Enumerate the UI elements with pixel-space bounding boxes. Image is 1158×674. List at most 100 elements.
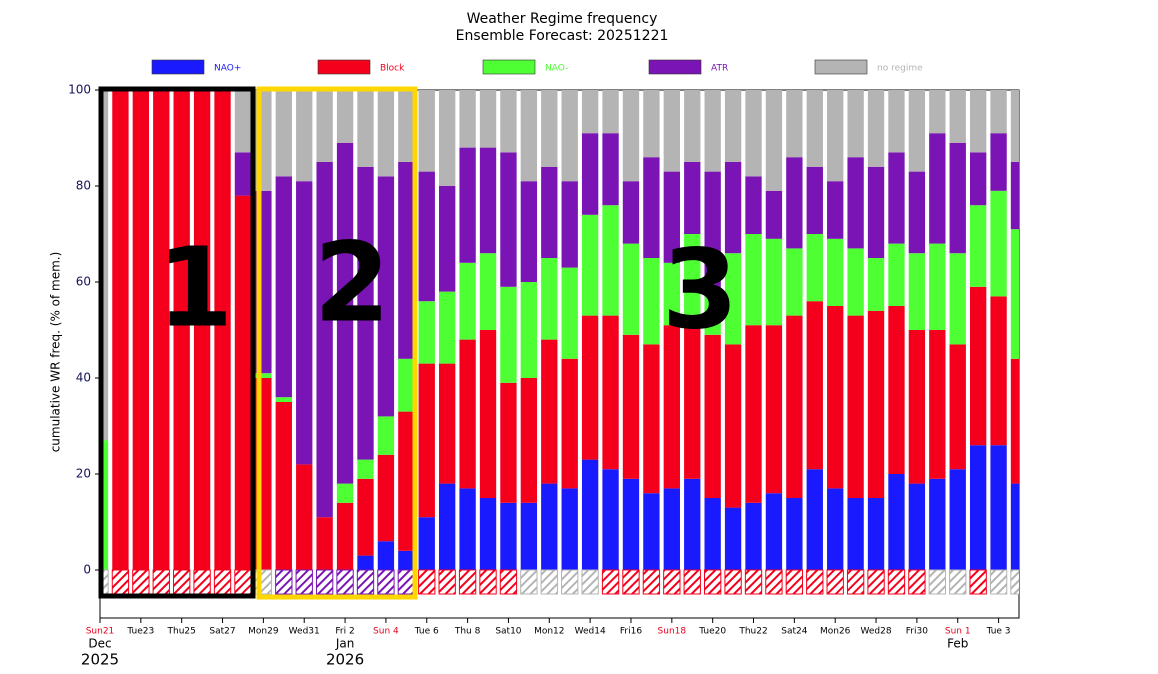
bar-segment (418, 90, 435, 172)
bar-segment (969, 152, 987, 206)
bar-segment (745, 234, 762, 326)
bar-segment (479, 147, 497, 254)
annotation-box (256, 86, 418, 600)
bar-segment (765, 190, 783, 239)
bar-segment (418, 517, 435, 570)
bar-segment (663, 262, 680, 326)
bar-segment (847, 498, 864, 570)
bar-segment (786, 498, 803, 570)
dominant-regime-box (663, 569, 681, 595)
bar-segment (316, 162, 333, 518)
dominant-regime-box (785, 569, 804, 595)
x-tick-label: Tue 6 (414, 627, 439, 637)
bar-segment (929, 330, 946, 479)
dominant-regime-box (540, 569, 558, 595)
bar-segment (561, 488, 578, 570)
bar-segment (100, 90, 109, 441)
dominant-regime-box (1010, 569, 1019, 595)
x-tick-label: Sun 4 (373, 627, 399, 637)
bar-segment (663, 325, 680, 489)
bar-segment (459, 262, 476, 340)
bar-segment (724, 507, 742, 570)
x-tick-label: Wed31 (289, 627, 320, 637)
bar-segment (541, 166, 558, 258)
dominant-regime-box (275, 569, 293, 595)
bar-segment (969, 286, 987, 446)
bar-segment (541, 258, 558, 340)
dominant-regime-box (683, 569, 701, 595)
dominant-regime-box (765, 569, 783, 595)
bar-segment (418, 301, 435, 364)
chart-title: Weather Regime frequency (467, 11, 658, 27)
bar-segment (704, 296, 721, 335)
bar-segment (908, 90, 926, 172)
bar-segment (581, 133, 599, 215)
bar-segment (500, 502, 517, 570)
bar-segment (275, 176, 292, 398)
bar-segment (867, 166, 885, 258)
x-tick-label: Mon29 (248, 627, 279, 637)
bar-segment (969, 205, 987, 287)
bar-segment (357, 478, 374, 556)
bar-segment (847, 157, 864, 249)
bar-segment (867, 310, 885, 498)
bar-segment (827, 238, 844, 306)
legend-label: Block (380, 64, 405, 74)
bar-segment (724, 162, 742, 254)
dominant-regime-box (969, 569, 987, 595)
dominant-regime-box (867, 569, 885, 595)
legend-label: NAO- (545, 64, 568, 74)
x-tick-label: Sun18 (658, 627, 687, 637)
bar-segment (867, 90, 885, 167)
bar-segment (316, 90, 333, 162)
x-tick-label: Wed14 (575, 627, 606, 637)
dominant-regime-box (132, 569, 150, 595)
bar-segment (622, 478, 640, 570)
bar-segment (561, 181, 578, 268)
dominant-regime-box (520, 569, 538, 595)
dominant-regime-box (846, 569, 865, 595)
bar-segment (377, 176, 395, 417)
legend-label: NAO+ (214, 64, 241, 74)
bar-segment (847, 248, 864, 316)
bar-segment (765, 493, 783, 570)
dominant-regime-box (152, 569, 170, 595)
bar-segment (643, 90, 660, 158)
x-tick-label: Sun 1 (945, 627, 971, 637)
bar-segment (561, 90, 578, 182)
legend-swatch (482, 59, 536, 75)
x-tick-label: Tue 3 (986, 627, 1011, 637)
x-tick-label: Fri16 (620, 627, 642, 637)
x-tick-label: Thu25 (167, 627, 196, 637)
bar-segment (969, 90, 987, 153)
bar-segment (908, 330, 926, 484)
bar-segment (357, 459, 374, 479)
bar-segment (377, 454, 395, 542)
bar-segment (418, 171, 435, 302)
bar-segment (929, 243, 946, 330)
bar-segment (888, 474, 905, 570)
legend-swatch (151, 59, 205, 75)
bar-segment (459, 488, 476, 570)
bar-segment (724, 90, 742, 162)
bar-segment (888, 243, 905, 306)
bar-segment (663, 171, 680, 263)
bar-segment (806, 234, 823, 302)
legend-swatch (648, 59, 702, 75)
chart-subtitle: Ensemble Forecast: 20251221 (456, 28, 669, 44)
bar-segment (439, 483, 456, 570)
bar-segment (275, 397, 292, 402)
bar-segment (602, 469, 619, 570)
bar-segment (500, 152, 517, 287)
bar-segment (296, 464, 313, 570)
bar-segment (357, 166, 374, 460)
bar-segment (561, 358, 578, 489)
bar-segment (929, 133, 946, 244)
bar-segment (867, 498, 885, 570)
bar-segment (806, 469, 823, 570)
dominant-regime-box (356, 569, 375, 595)
dominant-regime-box (499, 569, 518, 595)
dominant-regime-box (989, 569, 1008, 595)
bar-segment (357, 555, 374, 570)
bar-segment (929, 478, 946, 570)
